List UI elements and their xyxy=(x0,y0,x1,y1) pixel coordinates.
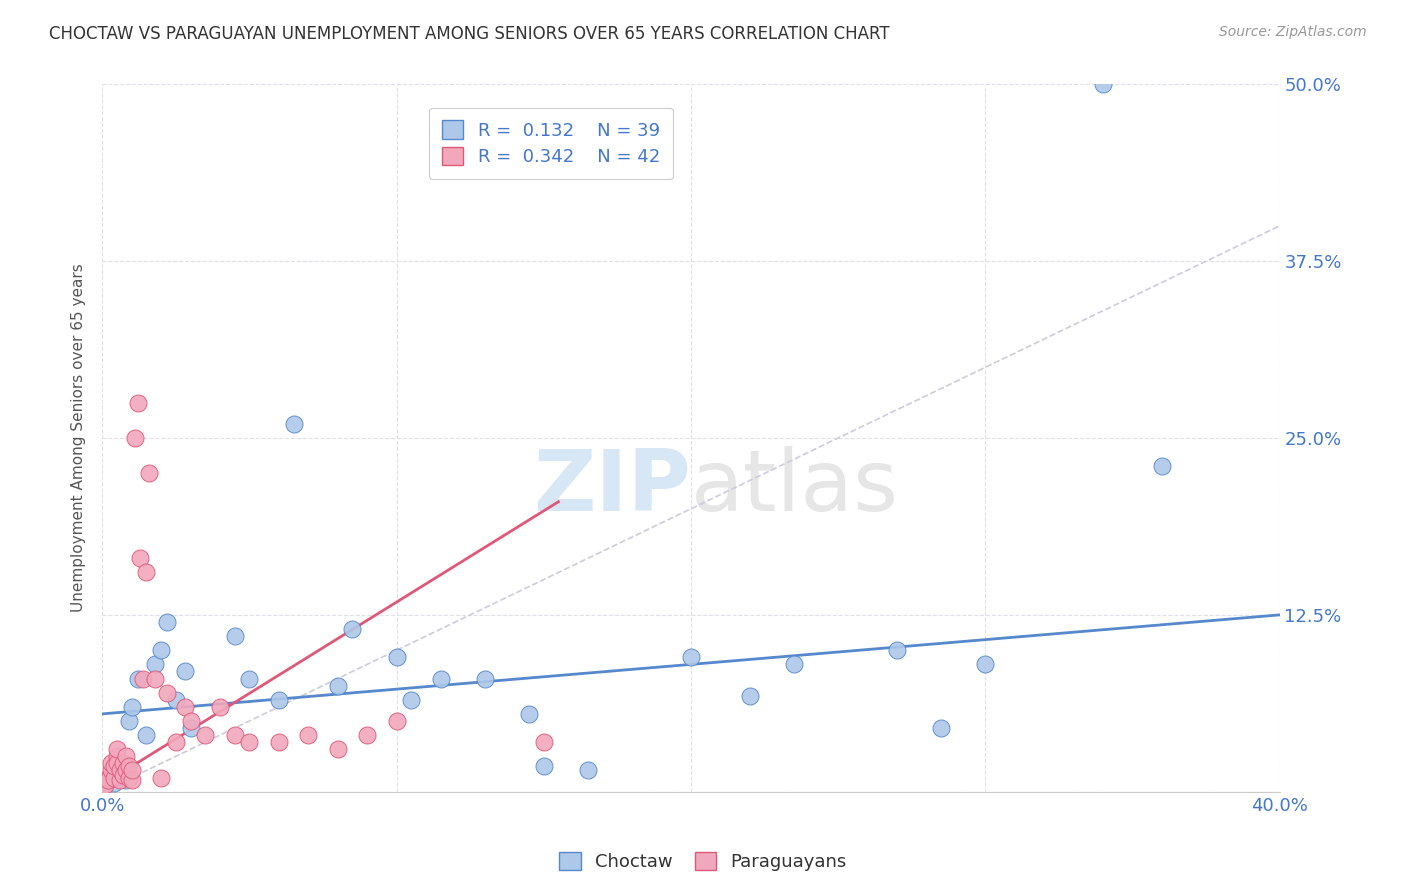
Point xyxy=(297,728,319,742)
Point xyxy=(105,742,128,756)
Point xyxy=(533,759,555,773)
Point xyxy=(173,699,195,714)
Point xyxy=(173,665,195,679)
Point xyxy=(1150,459,1173,474)
Point xyxy=(121,764,143,778)
Point xyxy=(111,764,134,778)
Legend: R =  0.132    N = 39, R =  0.342    N = 42: R = 0.132 N = 39, R = 0.342 N = 42 xyxy=(429,108,672,178)
Point xyxy=(114,749,136,764)
Point xyxy=(156,686,179,700)
Point xyxy=(138,467,160,481)
Point xyxy=(114,773,136,788)
Point xyxy=(342,622,364,636)
Point xyxy=(143,657,166,672)
Point xyxy=(974,657,997,672)
Point xyxy=(111,768,134,782)
Text: Source: ZipAtlas.com: Source: ZipAtlas.com xyxy=(1219,25,1367,39)
Point xyxy=(127,395,149,409)
Point xyxy=(135,566,157,580)
Point xyxy=(326,742,349,756)
Point xyxy=(108,764,131,778)
Point xyxy=(103,776,125,790)
Point xyxy=(118,759,141,773)
Point xyxy=(929,721,952,735)
Point xyxy=(165,735,187,749)
Point xyxy=(127,672,149,686)
Point xyxy=(118,714,141,728)
Point xyxy=(267,735,290,749)
Point xyxy=(114,764,136,778)
Text: ZIP: ZIP xyxy=(533,446,690,529)
Point xyxy=(105,768,128,782)
Point xyxy=(267,692,290,706)
Point xyxy=(94,778,117,792)
Point xyxy=(129,551,152,566)
Point xyxy=(194,728,217,742)
Point xyxy=(135,728,157,742)
Point xyxy=(356,728,378,742)
Point xyxy=(111,756,134,771)
Point xyxy=(150,643,173,657)
Point xyxy=(1091,78,1114,92)
Point xyxy=(738,689,761,703)
Point xyxy=(238,672,260,686)
Point xyxy=(326,679,349,693)
Point xyxy=(179,714,201,728)
Point xyxy=(118,771,141,785)
Point xyxy=(385,650,408,665)
Point xyxy=(121,773,143,788)
Point xyxy=(283,417,305,431)
Point xyxy=(179,721,201,735)
Point xyxy=(97,773,120,788)
Point xyxy=(156,615,179,629)
Point xyxy=(103,759,125,773)
Point xyxy=(238,735,260,749)
Point xyxy=(132,672,155,686)
Point xyxy=(165,692,187,706)
Point xyxy=(143,672,166,686)
Y-axis label: Unemployment Among Seniors over 65 years: Unemployment Among Seniors over 65 years xyxy=(72,264,86,613)
Point xyxy=(429,672,451,686)
Point xyxy=(150,771,173,785)
Point xyxy=(679,650,702,665)
Point xyxy=(97,771,120,785)
Point xyxy=(100,771,122,785)
Point xyxy=(783,657,806,672)
Point xyxy=(533,735,555,749)
Legend: Choctaw, Paraguayans: Choctaw, Paraguayans xyxy=(553,845,853,879)
Point xyxy=(886,643,908,657)
Point xyxy=(103,771,125,785)
Point xyxy=(105,756,128,771)
Point xyxy=(94,778,117,792)
Point xyxy=(208,699,231,714)
Point xyxy=(108,773,131,788)
Point xyxy=(97,773,120,788)
Point xyxy=(108,771,131,785)
Point xyxy=(100,756,122,771)
Point xyxy=(401,692,423,706)
Point xyxy=(224,728,246,742)
Text: atlas: atlas xyxy=(690,446,898,529)
Point xyxy=(124,431,146,445)
Point xyxy=(224,629,246,643)
Point xyxy=(121,699,143,714)
Point xyxy=(100,764,122,778)
Point xyxy=(474,672,496,686)
Point xyxy=(385,714,408,728)
Point xyxy=(576,764,599,778)
Text: CHOCTAW VS PARAGUAYAN UNEMPLOYMENT AMONG SENIORS OVER 65 YEARS CORRELATION CHART: CHOCTAW VS PARAGUAYAN UNEMPLOYMENT AMONG… xyxy=(49,25,890,43)
Point xyxy=(105,749,128,764)
Point xyxy=(517,706,540,721)
